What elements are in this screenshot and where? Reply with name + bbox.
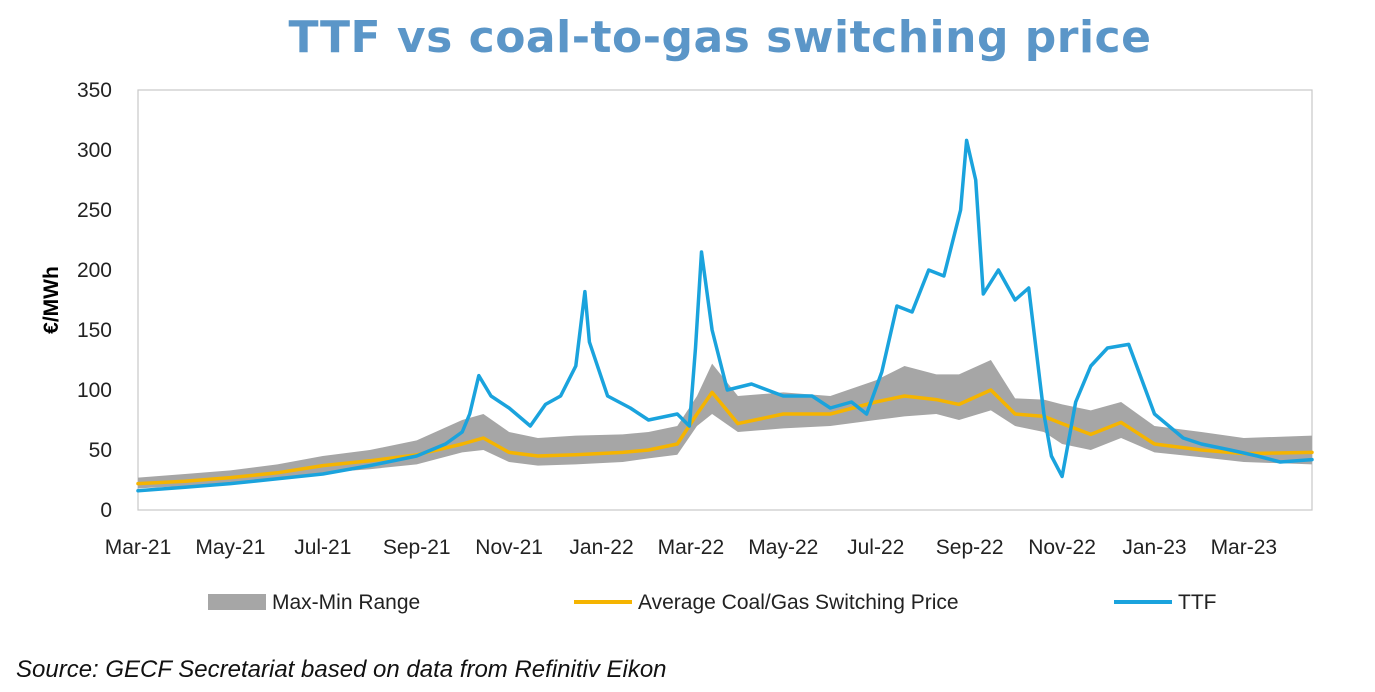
y-tick-label: 250: [77, 199, 112, 222]
x-tick-label: Mar-22: [658, 536, 725, 559]
y-tick-label: 0: [100, 499, 112, 522]
y-axis: 0 50 100 150 200 250 300 350: [77, 79, 112, 522]
x-tick-label: Nov-22: [1028, 536, 1096, 559]
y-tick-label: 150: [77, 319, 112, 342]
chart-title: TTF vs coal-to-gas switching price: [288, 12, 1152, 63]
legend: Max-Min Range Average Coal/Gas Switching…: [208, 591, 1216, 614]
x-tick-label: Jul-21: [294, 536, 351, 559]
x-tick-label: Jan-23: [1122, 536, 1186, 559]
legend-label-range: Max-Min Range: [272, 591, 420, 614]
x-axis: Mar-21 May-21 Jul-21 Sep-21 Nov-21 Jan-22 Mar-…: [105, 536, 1277, 559]
plot-area: [137, 89, 1313, 511]
x-tick-label: Sep-21: [383, 536, 451, 559]
legend-label-ttf: TTF: [1178, 591, 1216, 614]
x-tick-label: Nov-21: [475, 536, 543, 559]
legend-label-average: Average Coal/Gas Switching Price: [638, 591, 959, 614]
y-axis-label: €/MWh: [40, 266, 63, 334]
x-tick-label: Jan-22: [569, 536, 633, 559]
legend-item-range: Max-Min Range: [208, 591, 420, 614]
legend-swatch-range: [208, 594, 266, 610]
x-tick-label: Jul-22: [847, 536, 904, 559]
ttf-line-layer: [136, 138, 1314, 493]
average-line-layer: [136, 388, 1314, 486]
y-tick-label: 50: [89, 439, 112, 462]
x-tick-label: Mar-21: [105, 536, 172, 559]
legend-item-average: Average Coal/Gas Switching Price: [574, 591, 959, 614]
y-tick-label: 300: [77, 139, 112, 162]
source-note: Source: GECF Secretariat based on data f…: [16, 656, 667, 683]
x-tick-label: May-22: [748, 536, 818, 559]
x-tick-label: May-21: [195, 536, 265, 559]
max-min-range-layer: [138, 360, 1312, 489]
x-tick-label: Sep-22: [936, 536, 1004, 559]
y-tick-label: 350: [77, 79, 112, 102]
y-tick-label: 200: [77, 259, 112, 282]
ttf-line: [136, 138, 1314, 493]
average-switching-price-line: [136, 388, 1314, 486]
max-min-range-band: [138, 360, 1312, 489]
y-tick-label: 100: [77, 379, 112, 402]
x-tick-label: Mar-23: [1211, 536, 1278, 559]
legend-item-ttf: TTF: [1114, 591, 1216, 614]
